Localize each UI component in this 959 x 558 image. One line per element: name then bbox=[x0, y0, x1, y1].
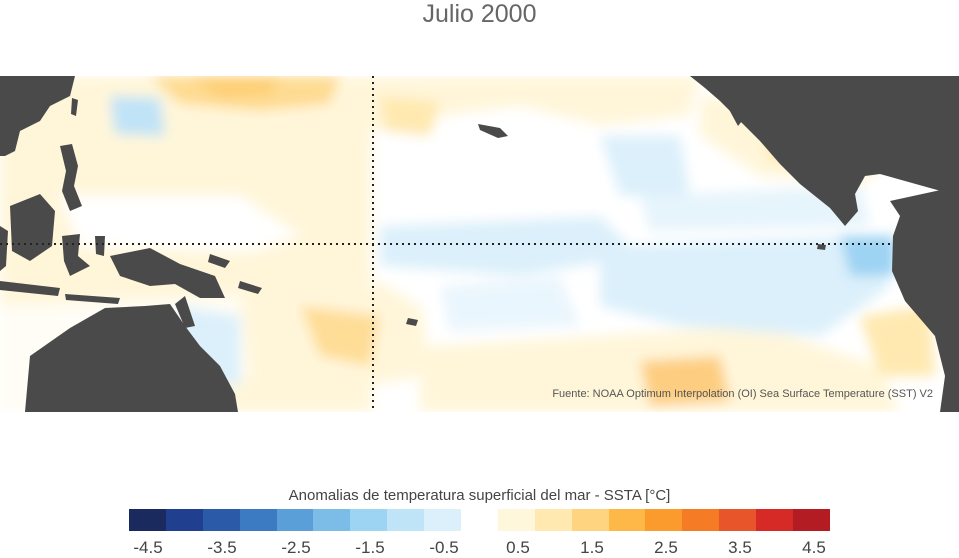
cool-anomaly-central-north bbox=[600, 136, 690, 196]
colorbar-tick-label: 3.5 bbox=[728, 538, 752, 557]
land-hawaii bbox=[478, 124, 508, 138]
colorbar-bin bbox=[350, 509, 388, 531]
legend-title: Anomalias de temperatura superficial del… bbox=[288, 487, 671, 504]
colorbar-bin bbox=[645, 509, 683, 531]
colorbar-bin bbox=[534, 509, 572, 531]
land-taiwan bbox=[71, 98, 78, 116]
colorbar-tick-label: -3.5 bbox=[207, 538, 237, 557]
cool-anomaly-northwest bbox=[110, 96, 165, 136]
land bbox=[0, 76, 959, 412]
cool-anomaly-ecuador bbox=[840, 236, 895, 276]
map-title: Julio 2000 bbox=[422, 0, 537, 28]
land-cape-york bbox=[175, 296, 195, 328]
warm-anomaly-north-pacific bbox=[150, 76, 340, 111]
land-moluccas bbox=[95, 236, 105, 256]
warm-anomaly-subtropical bbox=[380, 96, 440, 136]
land-galapagos bbox=[817, 244, 826, 250]
warm-anomaly-south-pacific bbox=[300, 306, 380, 366]
colorbar-bin bbox=[276, 509, 314, 531]
land-solomons bbox=[238, 281, 262, 294]
colorbar-bin bbox=[313, 509, 351, 531]
land-new-guinea bbox=[110, 248, 225, 298]
land-cuba bbox=[870, 116, 910, 130]
colorbar-bin bbox=[461, 509, 498, 531]
colorbar bbox=[129, 509, 830, 531]
colorbar-bin bbox=[129, 509, 166, 531]
land-sulawesi bbox=[62, 234, 90, 276]
colorbar-bin bbox=[424, 509, 462, 531]
land-north-america bbox=[690, 76, 959, 226]
source-credit: Fuente: NOAA Optimum Interpolation (OI) … bbox=[552, 388, 933, 400]
colorbar-tick-label: 2.5 bbox=[654, 538, 678, 557]
land-hispaniola bbox=[910, 131, 935, 140]
cool-anomaly-equatorial-east bbox=[600, 236, 890, 336]
colorbar-bin bbox=[202, 509, 240, 531]
land-fiji bbox=[406, 318, 418, 326]
colorbar-bin bbox=[608, 509, 646, 531]
land-asia bbox=[0, 76, 75, 156]
colorbar-bin bbox=[165, 509, 203, 531]
warm-area-north-central bbox=[372, 76, 700, 131]
colorbar-tick-label: -0.5 bbox=[429, 538, 459, 557]
colorbar-tick-label: 0.5 bbox=[506, 538, 530, 557]
colorbar-bin bbox=[387, 509, 425, 531]
land-sumatra bbox=[0, 226, 8, 271]
land-bismarck bbox=[208, 254, 230, 268]
cool-anomaly-cold-tongue bbox=[380, 216, 640, 276]
colorbar-tick-label: 1.5 bbox=[580, 538, 604, 557]
colorbar-tick-label: -2.5 bbox=[281, 538, 311, 557]
colorbar-bin bbox=[682, 509, 720, 531]
cool-anomaly-south-central bbox=[440, 276, 580, 331]
land-baja bbox=[712, 78, 742, 126]
neutral-area-tropical-west bbox=[60, 196, 300, 251]
cool-anomaly-north-east bbox=[640, 186, 870, 231]
colorbar-tick-label: 4.5 bbox=[802, 538, 826, 557]
colorbar-bin bbox=[719, 509, 757, 531]
land-lesser-sunda bbox=[65, 294, 120, 304]
colorbar-bin bbox=[239, 509, 277, 531]
colorbar-bin bbox=[571, 509, 609, 531]
colorbar-bin bbox=[497, 509, 535, 531]
land-philippines bbox=[60, 144, 82, 211]
warm-anomaly-peru-coast bbox=[860, 306, 935, 376]
warm-anomaly-southeast bbox=[640, 356, 730, 406]
land-java bbox=[0, 281, 60, 296]
anomaly-map: Fuente: NOAA Optimum Interpolation (OI) … bbox=[0, 76, 959, 412]
land-south-america bbox=[890, 186, 959, 412]
land-australia bbox=[25, 304, 238, 412]
colorbar-tick-label: -1.5 bbox=[355, 538, 385, 557]
colorbar-tick-label: -4.5 bbox=[133, 538, 163, 557]
colorbar-bin bbox=[756, 509, 794, 531]
colorbar-bin bbox=[793, 509, 830, 531]
colorbar-ticks: -4.5 -3.5 -2.5 -1.5 -0.5 0.5 1.5 2.5 3.5 4.5 bbox=[0, 538, 959, 557]
